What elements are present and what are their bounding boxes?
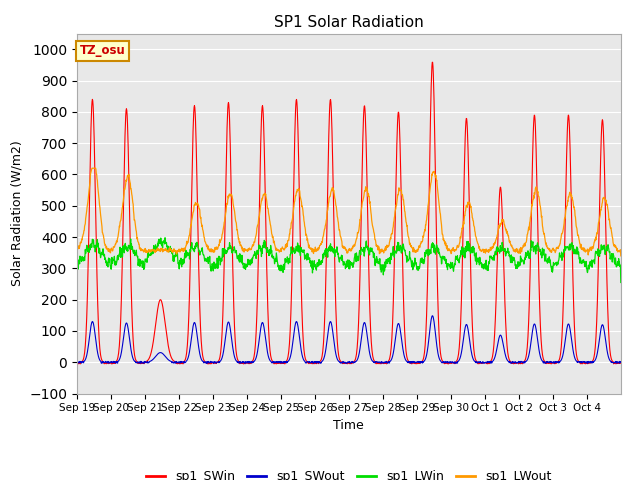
sp1_SWout [73, 360, 81, 366]
sp1_SWin [429, 60, 436, 65]
sp1_SWout [617, 359, 625, 365]
sp1_LWin [73, 265, 81, 271]
sp1_SWin [557, 348, 564, 354]
sp1_LWin [335, 255, 342, 261]
sp1_SWin [477, 360, 485, 366]
Line: sp1_SWout: sp1_SWout [77, 316, 621, 363]
sp1_LWout [158, 245, 166, 251]
sp1_SWout [452, 360, 460, 366]
sp1_SWin [158, 300, 166, 305]
sp1_SWout [324, 329, 332, 335]
sp1_LWout [88, 165, 96, 171]
sp1_LWout [557, 236, 564, 242]
sp1_SWout [335, 358, 342, 364]
sp1_SWout [477, 360, 485, 366]
sp1_SWout [557, 357, 565, 363]
X-axis label: Time: Time [333, 419, 364, 432]
sp1_LWout [477, 249, 485, 254]
sp1_SWin [73, 360, 81, 366]
sp1_SWout [158, 350, 166, 356]
Text: TZ_osu: TZ_osu [79, 44, 125, 58]
sp1_SWin [611, 360, 618, 365]
sp1_LWin [610, 256, 618, 262]
sp1_LWin [158, 243, 166, 249]
sp1_LWout [73, 247, 81, 252]
sp1_SWin [579, 361, 586, 367]
sp1_LWin [617, 279, 625, 285]
Line: sp1_LWin: sp1_LWin [77, 238, 621, 282]
Line: sp1_SWin: sp1_SWin [77, 62, 621, 364]
sp1_LWout [617, 253, 625, 259]
sp1_SWin [324, 166, 332, 171]
sp1_SWout [611, 360, 618, 366]
sp1_LWout [335, 224, 342, 230]
Title: SP1 Solar Radiation: SP1 Solar Radiation [274, 15, 424, 30]
Y-axis label: Solar Radiation (W/m2): Solar Radiation (W/m2) [10, 141, 24, 287]
sp1_SWout [429, 313, 436, 319]
sp1_LWout [610, 241, 618, 247]
Line: sp1_LWout: sp1_LWout [77, 168, 621, 256]
sp1_LWin [324, 249, 332, 254]
Legend: sp1_SWin, sp1_SWout, sp1_LWin, sp1_LWout: sp1_SWin, sp1_SWout, sp1_LWin, sp1_LWout [141, 465, 556, 480]
sp1_SWin [335, 350, 342, 356]
sp1_LWin [557, 253, 564, 259]
sp1_SWin [617, 360, 625, 365]
sp1_LWin [161, 235, 169, 240]
sp1_LWin [477, 260, 485, 265]
sp1_LWout [324, 201, 332, 206]
